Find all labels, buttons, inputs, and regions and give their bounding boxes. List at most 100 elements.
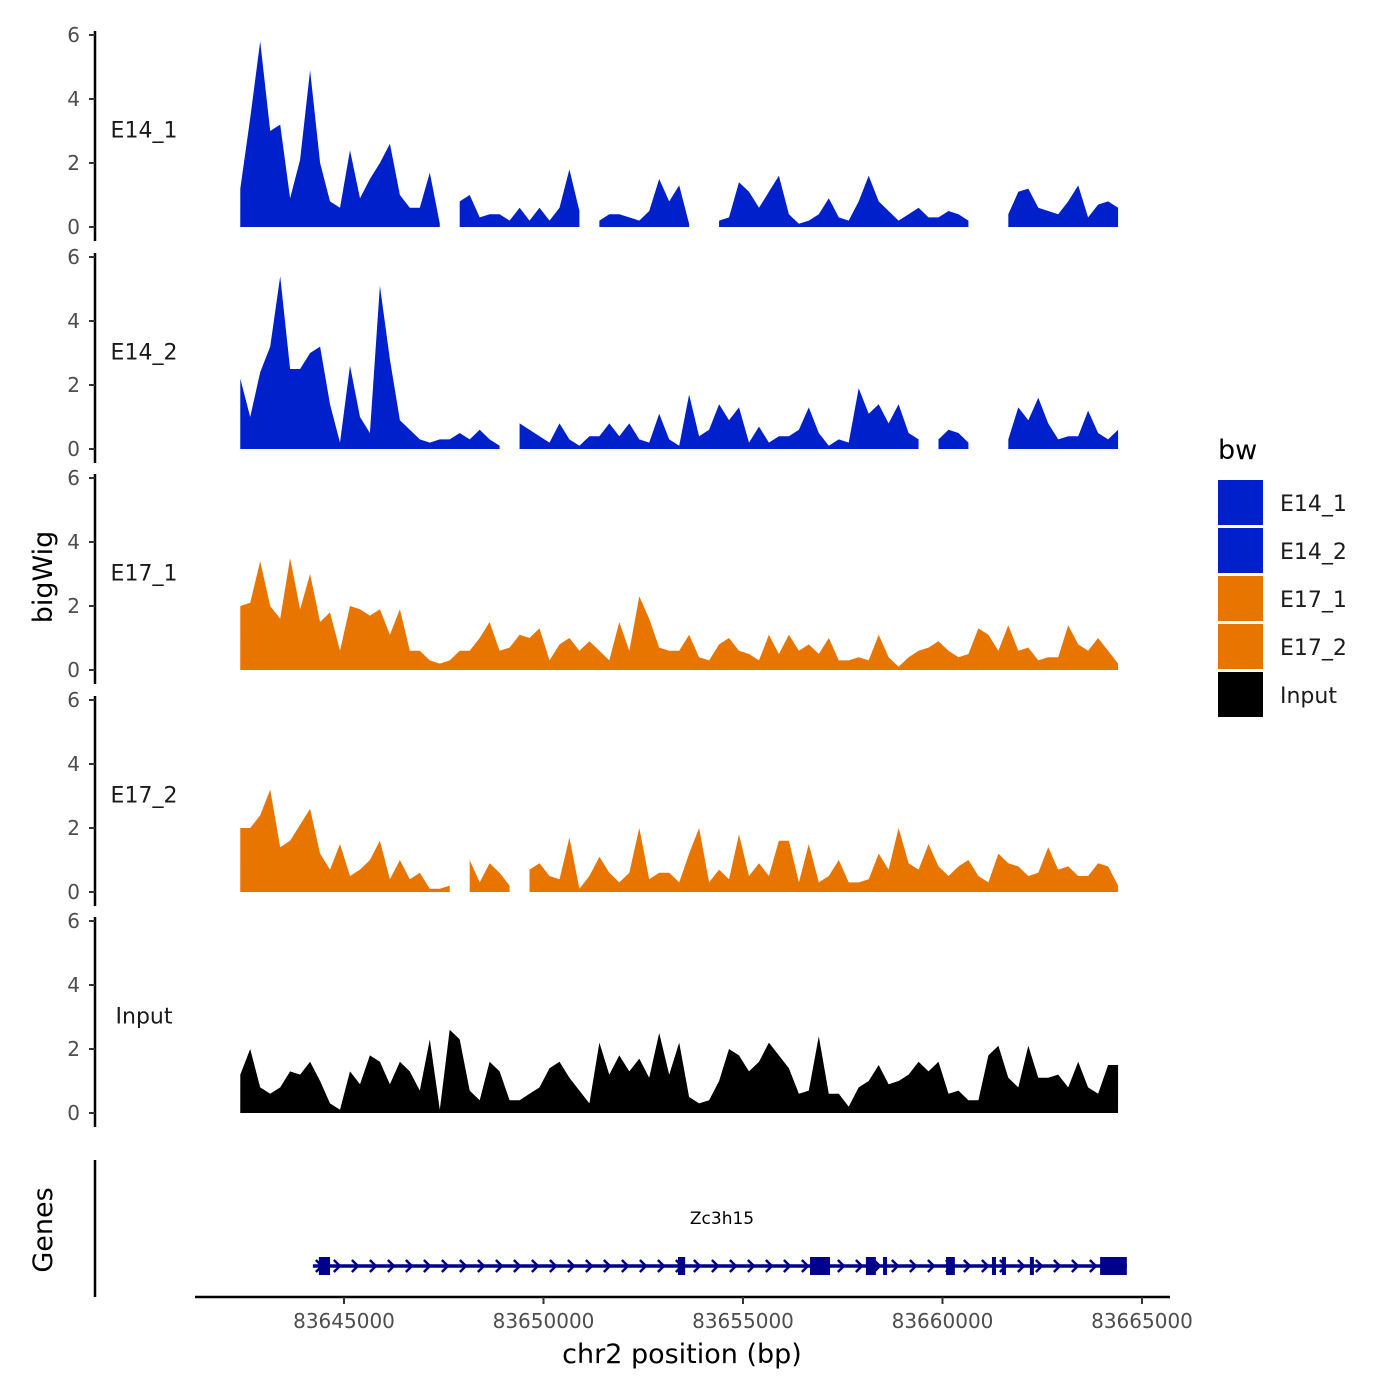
strand-arrow-icon (1034, 1259, 1044, 1273)
y-tick-label: 0 (67, 1101, 80, 1125)
y-tick-label: 6 (67, 466, 80, 490)
strand-arrow-icon (1016, 1259, 1026, 1273)
strand-arrow-icon (872, 1259, 882, 1273)
legend-key-input (1218, 672, 1263, 717)
strand-arrow-icon (638, 1259, 648, 1273)
strand-arrow-icon (926, 1259, 936, 1273)
strand-arrow-icon (440, 1259, 450, 1273)
legend-label-e17_1: E17_1 (1280, 588, 1347, 613)
y-tick-label: 2 (67, 1037, 80, 1061)
x-tick-label: 83660000 (892, 1309, 994, 1333)
y-tick-label: 2 (67, 594, 80, 618)
area-e17_1 (240, 558, 1119, 670)
strand-arrow-icon (476, 1259, 486, 1273)
area-e14_2 (1008, 397, 1119, 449)
area-e14_2 (240, 276, 500, 449)
strand-arrow-icon (854, 1259, 864, 1273)
legend-key-e14_2 (1218, 528, 1263, 573)
y-tick-label: 0 (67, 215, 80, 239)
y-tick-label: 2 (67, 373, 80, 397)
strand-arrow-icon (530, 1259, 540, 1273)
strand-arrow-icon (1088, 1259, 1098, 1273)
legend-key-e14_1 (1218, 480, 1263, 525)
strand-arrow-icon (494, 1259, 504, 1273)
legend-key-e17_1 (1218, 576, 1263, 621)
y-tick-label: 4 (67, 530, 80, 554)
exon (946, 1257, 955, 1275)
area-e14_1 (1008, 185, 1119, 227)
y-tick-label: 6 (67, 909, 80, 933)
area-e14_1 (599, 179, 690, 227)
strand-arrow-icon (1070, 1259, 1080, 1273)
track-label-input: Input (116, 1004, 173, 1029)
legend-label-e14_1: E14_1 (1280, 492, 1347, 517)
x-axis-title: chr2 position (bp) (562, 1339, 802, 1370)
exon (991, 1257, 996, 1275)
area-e14_2 (519, 388, 919, 449)
strand-arrow-icon (404, 1259, 414, 1273)
strand-arrow-icon (728, 1259, 738, 1273)
area-e17_2 (469, 860, 510, 892)
strand-arrow-icon (548, 1259, 558, 1273)
track-label-e14_1: E14_1 (111, 118, 178, 143)
y-tick-label: 4 (67, 973, 80, 997)
strand-arrow-icon (512, 1259, 522, 1273)
legend-label-e17_2: E17_2 (1280, 636, 1347, 661)
exon (883, 1257, 888, 1275)
strand-arrow-icon (908, 1259, 918, 1273)
strand-arrow-icon (656, 1259, 666, 1273)
strand-arrow-icon (350, 1259, 360, 1273)
strand-arrow-icon (332, 1259, 342, 1273)
strand-arrow-icon (566, 1259, 576, 1273)
y-tick-label: 0 (67, 437, 80, 461)
y-tick-label: 2 (67, 816, 80, 840)
x-tick-label: 83655000 (692, 1309, 794, 1333)
strand-arrow-icon (602, 1259, 612, 1273)
area-e17_2 (240, 789, 450, 892)
x-tick-label: 83665000 (1091, 1309, 1193, 1333)
y-tick-label: 6 (67, 23, 80, 47)
y-tick-label: 4 (67, 309, 80, 333)
track-label-e14_2: E14_2 (111, 340, 178, 365)
strand-arrow-icon (764, 1259, 774, 1273)
area-e17_2 (529, 828, 1119, 892)
strand-arrow-icon (620, 1259, 630, 1273)
area-e14_1 (459, 169, 580, 227)
exon (1029, 1257, 1034, 1275)
area-input (240, 1029, 1119, 1113)
legend-label-e14_2: E14_2 (1280, 540, 1347, 565)
y-tick-label: 6 (67, 245, 80, 269)
strand-arrow-icon (962, 1259, 972, 1273)
exon (1001, 1257, 1006, 1275)
area-e14_2 (938, 429, 969, 449)
strand-arrow-icon (836, 1259, 846, 1273)
strand-arrow-icon (980, 1259, 990, 1273)
gene-name-label: Zc3h15 (690, 1209, 754, 1229)
y-tick-label: 2 (67, 151, 80, 175)
y-tick-label: 4 (67, 87, 80, 111)
y-tick-label: 6 (67, 688, 80, 712)
strand-arrow-icon (1052, 1259, 1062, 1273)
exon (677, 1257, 686, 1275)
track-label-e17_1: E17_1 (111, 561, 178, 586)
track-label-e17_2: E17_2 (111, 783, 178, 808)
exon (1100, 1257, 1127, 1275)
exon (865, 1257, 876, 1275)
strand-arrow-icon (746, 1259, 756, 1273)
legend-title: bw (1218, 435, 1257, 466)
legend-key-e17_2 (1218, 624, 1263, 669)
area-e14_1 (240, 41, 440, 228)
y-axis-title: bigWig (28, 531, 59, 624)
strand-arrow-icon (368, 1259, 378, 1273)
strand-arrow-icon (890, 1259, 900, 1273)
x-tick-label: 83645000 (293, 1309, 395, 1333)
strand-arrow-icon (458, 1259, 468, 1273)
x-tick-label: 83650000 (493, 1309, 595, 1333)
strand-arrow-icon (710, 1259, 720, 1273)
strand-arrow-icon (782, 1259, 792, 1273)
strand-arrow-icon (800, 1259, 810, 1273)
area-e14_1 (719, 175, 969, 227)
y-tick-label: 0 (67, 880, 80, 904)
y-tick-label: 0 (67, 658, 80, 682)
